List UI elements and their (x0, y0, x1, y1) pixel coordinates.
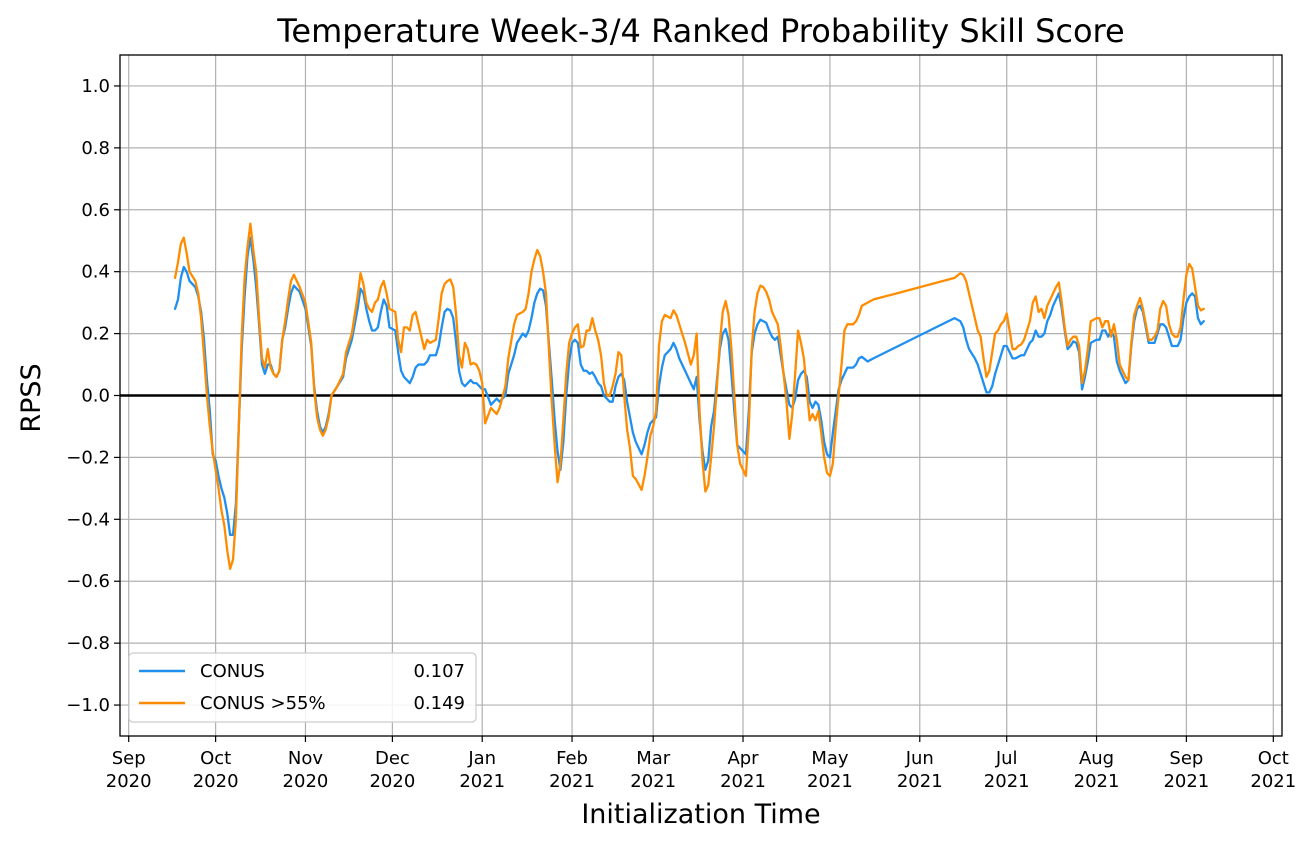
series-line-conus-55 (173, 222, 1205, 570)
legend-label: CONUS (200, 661, 265, 682)
x-tick-month: Oct (1258, 748, 1289, 769)
y-tick-label: −0.8 (66, 633, 110, 654)
x-tick-month: Jul (995, 748, 1018, 769)
y-tick-label: 1.0 (81, 76, 110, 97)
x-tick-year: 2021 (1074, 771, 1120, 792)
x-tick-month: Sep (1169, 748, 1203, 769)
y-tick-label: −0.6 (66, 571, 110, 592)
x-tick-month: Aug (1079, 748, 1114, 769)
y-tick-label: 0.4 (81, 262, 110, 283)
y-axis-label: RPSS (16, 363, 47, 432)
y-tick-label: 0.2 (81, 324, 110, 345)
x-tick-year: 2021 (1250, 771, 1296, 792)
chart-title: Temperature Week-3/4 Ranked Probability … (276, 12, 1124, 50)
x-tick-year: 2021 (807, 771, 853, 792)
x-tick-year: 2020 (106, 771, 152, 792)
x-axis-ticks: Sep2020Oct2020Nov2020Dec2020Jan2021Feb20… (106, 736, 1296, 792)
x-tick-month: Nov (288, 748, 323, 769)
x-tick-month: Mar (636, 748, 671, 769)
x-tick-year: 2021 (630, 771, 676, 792)
x-tick-year: 2021 (897, 771, 943, 792)
series-lines (173, 222, 1205, 570)
y-tick-label: −0.2 (66, 447, 110, 468)
legend: CONUS 0.107 CONUS >55% 0.149 (128, 652, 477, 723)
y-tick-label: 0.8 (81, 138, 110, 159)
x-tick-month: May (811, 748, 849, 769)
x-tick-year: 2021 (984, 771, 1030, 792)
x-tick-year: 2020 (193, 771, 239, 792)
x-tick-month: Jan (467, 748, 496, 769)
x-tick-month: Sep (112, 748, 146, 769)
x-tick-year: 2021 (549, 771, 595, 792)
y-axis-ticks: 1.0 0.8 0.6 0.4 0.2 0.0 −0.2 −0.4 −0.6 −0.8 −1.0 (66, 76, 120, 716)
x-tick-month: Feb (556, 748, 588, 769)
x-tick-year: 2020 (283, 771, 329, 792)
y-tick-label: −0.4 (66, 509, 110, 530)
y-tick-label: 0.0 (81, 386, 110, 407)
x-tick-year: 2020 (369, 771, 415, 792)
x-tick-month: Apr (727, 748, 759, 769)
legend-value: 0.149 (413, 693, 465, 714)
x-tick-year: 2021 (459, 771, 505, 792)
legend-box (128, 652, 477, 723)
legend-label: CONUS >55% (200, 693, 326, 714)
y-tick-label: 0.6 (81, 200, 110, 221)
x-axis-label: Initialization Time (581, 799, 820, 830)
x-tick-year: 2021 (1163, 771, 1209, 792)
legend-value: 0.107 (413, 661, 465, 682)
x-tick-year: 2021 (720, 771, 766, 792)
x-tick-month: Oct (200, 748, 231, 769)
x-tick-month: Dec (375, 748, 410, 769)
x-tick-month: Jun (905, 748, 934, 769)
y-tick-label: −1.0 (66, 695, 110, 716)
